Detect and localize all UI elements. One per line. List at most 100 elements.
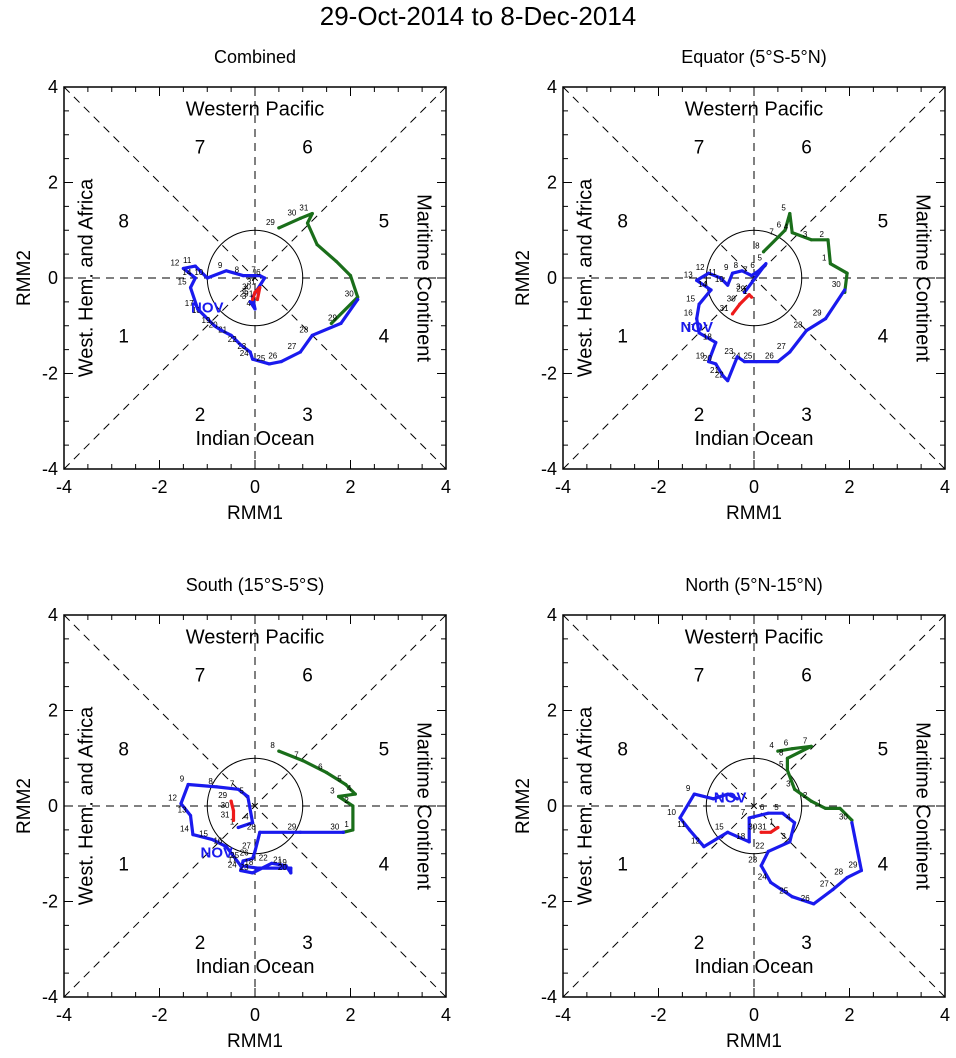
phase-label-2: 2 — [195, 933, 206, 954]
trajectory-point — [730, 312, 735, 316]
trajectory-point — [843, 288, 847, 292]
trajectory-point — [695, 316, 699, 321]
day-label: 9 — [686, 784, 691, 793]
trajectory-point — [251, 821, 255, 825]
day-label: 4 — [786, 813, 791, 822]
trajectory-oct — [277, 211, 360, 325]
day-label: 31 — [247, 278, 256, 287]
day-label: 28 — [794, 321, 803, 330]
trajectory-point — [726, 792, 730, 796]
trajectory-point — [329, 321, 333, 325]
trajectory-point — [747, 816, 751, 820]
trajectory-point — [251, 856, 255, 861]
trajectory-point — [236, 825, 240, 830]
trajectory-point — [289, 866, 293, 870]
day-label: 9 — [218, 261, 223, 270]
trajectory-point — [258, 830, 262, 834]
day-label: 8 — [734, 261, 739, 270]
trajectory-point — [845, 876, 849, 880]
trajectory-point — [246, 794, 250, 799]
day-label: 19 — [278, 858, 287, 867]
day-label: 18 — [192, 306, 201, 315]
trajectory-point — [742, 359, 747, 364]
diagonal-divider — [562, 614, 946, 998]
phase-label-1: 1 — [118, 854, 129, 875]
trajectory-point — [186, 782, 190, 787]
trajectory-point — [697, 302, 701, 306]
trajectory-point — [236, 787, 240, 791]
day-label: 3 — [786, 779, 791, 788]
trajectory-point — [776, 359, 780, 364]
y-tick-label: -2 — [541, 892, 557, 912]
day-label: 6 — [760, 803, 765, 812]
trajectory-point — [838, 806, 842, 810]
day-label: 30 — [221, 801, 230, 810]
day-label: 14 — [182, 268, 191, 277]
day-label: 24 — [758, 872, 767, 881]
day-label: 12 — [691, 837, 700, 846]
trajectory-point — [231, 809, 236, 813]
y-tick-label: 4 — [547, 77, 557, 97]
phase-panel-4: North (5°N-15°N)-4-4-2-2002244RMM1RMM2We… — [513, 575, 950, 1052]
day-label: 4 — [784, 223, 789, 232]
trajectory-point — [759, 864, 763, 868]
region-label-left: West. Hem. and Africa — [575, 178, 597, 377]
day-label: 31 — [758, 822, 767, 831]
phase-label-6: 6 — [801, 666, 812, 687]
phase-label-4: 4 — [878, 854, 889, 875]
month-label-nov: NOV — [191, 300, 224, 317]
day-label: 17 — [228, 856, 237, 865]
day-label: 12 — [170, 258, 179, 267]
trajectory-point — [270, 861, 274, 865]
day-label: 26 — [801, 894, 810, 903]
trajectory-point — [298, 216, 302, 220]
trajectory-point — [788, 840, 792, 844]
y-tick-label: 4 — [48, 77, 58, 97]
trajectory-point — [769, 880, 773, 885]
day-label: 26 — [268, 352, 277, 361]
phase-label-3: 3 — [801, 405, 812, 426]
trajectory-point — [315, 242, 319, 247]
phase-label-1: 1 — [617, 326, 628, 347]
day-label: 13 — [178, 806, 187, 815]
trajectory-point — [356, 295, 360, 299]
trajectory-point — [205, 276, 209, 280]
day-label: 15 — [178, 278, 187, 287]
region-label-bottom: Indian Ocean — [695, 956, 814, 978]
region-label-top: Western Pacific — [685, 627, 824, 649]
day-label: 3 — [781, 832, 786, 841]
trajectory-point — [783, 228, 787, 232]
day-label: 16 — [684, 309, 693, 318]
trajectory-point — [239, 868, 243, 873]
day-label: 29 — [736, 285, 745, 294]
trajectory-point — [769, 830, 773, 834]
day-label: 1 — [769, 817, 774, 826]
trajectory-point — [277, 749, 281, 753]
trajectory-point — [239, 864, 243, 868]
day-label: 24 — [240, 349, 249, 358]
day-label: 29 — [328, 313, 337, 322]
region-label-left: West. Hem. and Africa — [76, 178, 98, 377]
trajectory-point — [740, 269, 744, 273]
day-label: 18 — [736, 832, 745, 841]
x-tick-label: -2 — [151, 477, 167, 497]
trajectory-point — [241, 859, 245, 863]
region-label-right: Maritime Continent — [412, 194, 434, 362]
trajectory-point — [231, 818, 236, 822]
trajectory-point — [726, 283, 730, 287]
trajectory-point — [181, 266, 185, 271]
day-label: 1 — [344, 820, 349, 829]
y-tick-label: 2 — [48, 701, 58, 721]
day-label: 18 — [703, 332, 712, 341]
x-tick-label: 0 — [749, 477, 759, 497]
day-label: 1 — [230, 817, 235, 826]
trajectory-point — [348, 274, 353, 278]
trajectory-point — [310, 211, 314, 216]
region-label-top: Western Pacific — [186, 99, 325, 121]
trajectory-point — [742, 290, 747, 294]
day-label: 5 — [781, 204, 786, 213]
trajectory-point — [258, 274, 262, 278]
day-label: 17 — [185, 299, 194, 308]
trajectory-point — [188, 813, 193, 818]
trajectory-point — [298, 830, 302, 834]
